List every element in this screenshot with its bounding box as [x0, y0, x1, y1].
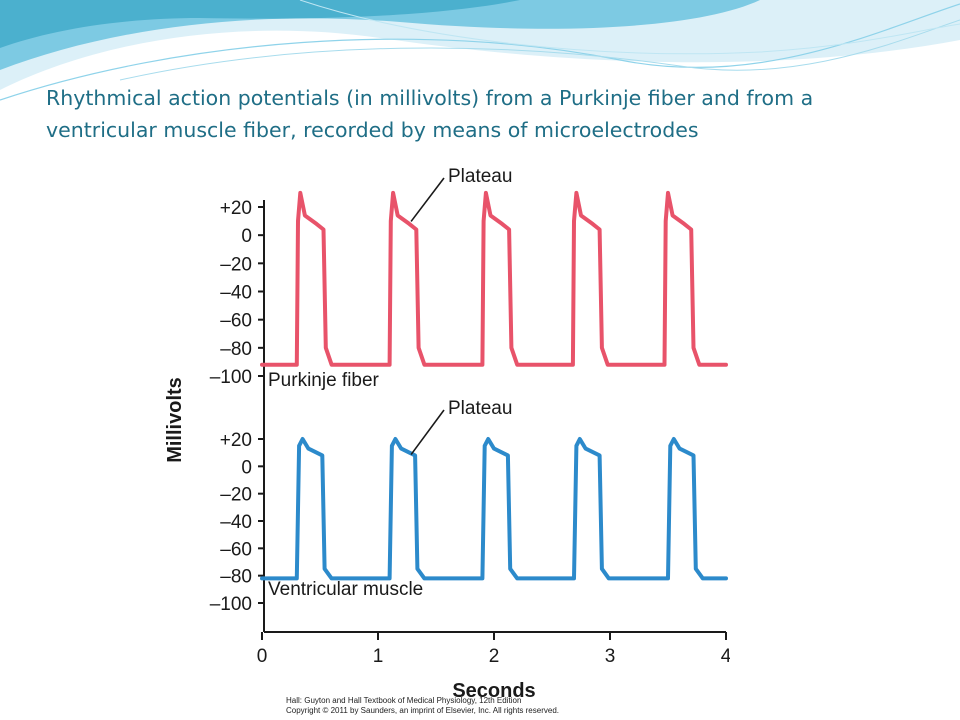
banner-wave-light	[0, 0, 960, 90]
y-tick-label: –80	[220, 339, 252, 360]
credit-line-1: Hall: Guyton and Hall Textbook of Medica…	[286, 696, 522, 705]
plateau-annotation: Plateau	[448, 398, 512, 419]
y-tick-label: –40	[220, 283, 252, 304]
x-tick-label: 4	[721, 646, 730, 667]
y-tick-label: –80	[220, 567, 252, 588]
plateau-leader-line	[410, 177, 445, 222]
y-tick-label: +20	[220, 430, 252, 451]
banner-line-2	[119, 19, 960, 81]
panel-label: Purkinje fiber	[268, 370, 380, 391]
y-tick-label: –100	[210, 594, 252, 615]
figure-panel: 0 1 2 3 4 Seconds Millivolts +20 0 –20 –40 –60 –80 –1…	[164, 160, 730, 720]
plateau-leader-line	[410, 409, 445, 456]
slide-title-line-2: ventricular muscle fiber, recorded by me…	[46, 118, 699, 142]
y-tick-label: –60	[220, 539, 252, 560]
slide-header-banner	[0, 0, 960, 101]
credit-line-2: Copyright © 2011 by Saunders, an imprint…	[286, 706, 559, 715]
x-tick-label: 2	[489, 646, 500, 667]
y-tick-label: 0	[241, 226, 252, 247]
y-tick-label: –60	[220, 311, 252, 332]
series-line-ventricular	[260, 437, 728, 581]
y-tick-label: –20	[220, 254, 252, 275]
x-tick-label: 3	[605, 646, 616, 667]
y-tick-label: –40	[220, 512, 252, 533]
y-tick-label: –100	[210, 367, 252, 388]
banner-line-1	[0, 3, 960, 101]
y-tick-label: –20	[220, 485, 252, 506]
banner-line-3	[299, 0, 960, 55]
slide-title: Rhythmical action potentials (in millivo…	[46, 82, 926, 146]
y-tick-label: 0	[241, 457, 252, 478]
slide-title-line-1: Rhythmical action potentials (in millivo…	[46, 86, 814, 110]
plateau-annotation: Plateau	[448, 166, 512, 187]
action-potential-chart: 0 1 2 3 4 Seconds Millivolts +20 0 –20 –40 –60 –80 –1…	[164, 166, 730, 702]
y-tick-label: +20	[220, 198, 252, 219]
banner-wave-teal	[0, 0, 520, 48]
panel-label: Ventricular muscle	[268, 579, 423, 600]
y-axis-label: Millivolts	[164, 377, 186, 463]
x-tick-label: 1	[373, 646, 384, 667]
x-tick-label: 0	[257, 646, 268, 667]
x-axis-label: Seconds	[452, 680, 535, 702]
series-line-purkinje	[260, 190, 728, 367]
figure-credit: Hall: Guyton and Hall Textbook of Medica…	[286, 696, 559, 716]
